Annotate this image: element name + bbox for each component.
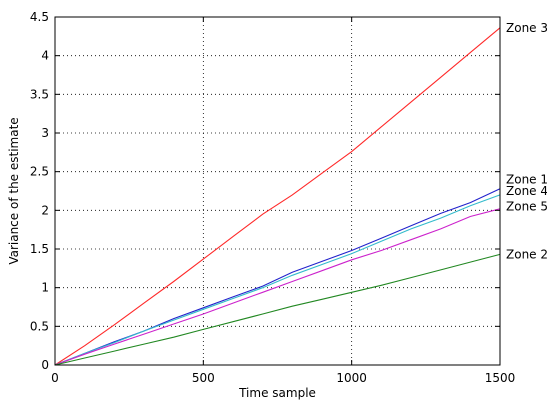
- y-axis-label: Variance of the estimate: [7, 117, 21, 264]
- series-line-zone-5: [54, 208, 501, 366]
- series-line-zone-4: [54, 194, 501, 366]
- y-tick-label: 1: [41, 281, 49, 295]
- y-tick-label: 3: [41, 126, 49, 140]
- y-tick-label: 4.5: [30, 10, 49, 24]
- series-lines: [54, 27, 501, 366]
- plot-frame: [54, 16, 501, 366]
- grid-lines: [55, 17, 500, 365]
- x-tick-label: 500: [192, 371, 215, 385]
- x-tick-label: 1500: [485, 371, 516, 385]
- series-label-zone-3: Zone 3: [506, 21, 547, 35]
- series-label-zone-1: Zone 1: [506, 172, 547, 186]
- series-line-zone-2: [54, 253, 501, 366]
- y-tick-label: 0: [41, 358, 49, 372]
- y-tick-label: 3.5: [30, 87, 49, 101]
- y-tick-label: 4: [41, 49, 49, 63]
- series-line-zone-1: [54, 188, 501, 366]
- series-label-zone-5: Zone 5: [506, 199, 547, 213]
- x-axis-label: Time sample: [238, 386, 316, 400]
- y-tick-label: 1.5: [30, 242, 49, 256]
- y-tick-label: 2: [41, 203, 49, 217]
- axis-ticks: 0 500 1000 1500 0 0.5 1 1.5 2 2.5 3 3.5 4 4.5: [30, 10, 515, 385]
- y-tick-label: 0.5: [30, 319, 49, 333]
- x-tick-label: 1000: [336, 371, 367, 385]
- y-tick-label: 2.5: [30, 165, 49, 179]
- series-label-zone-4: Zone 4: [506, 184, 547, 198]
- x-tick-label: 0: [51, 371, 59, 385]
- series-line-zone-3: [54, 27, 501, 366]
- series-label-zone-2: Zone 2: [506, 247, 547, 261]
